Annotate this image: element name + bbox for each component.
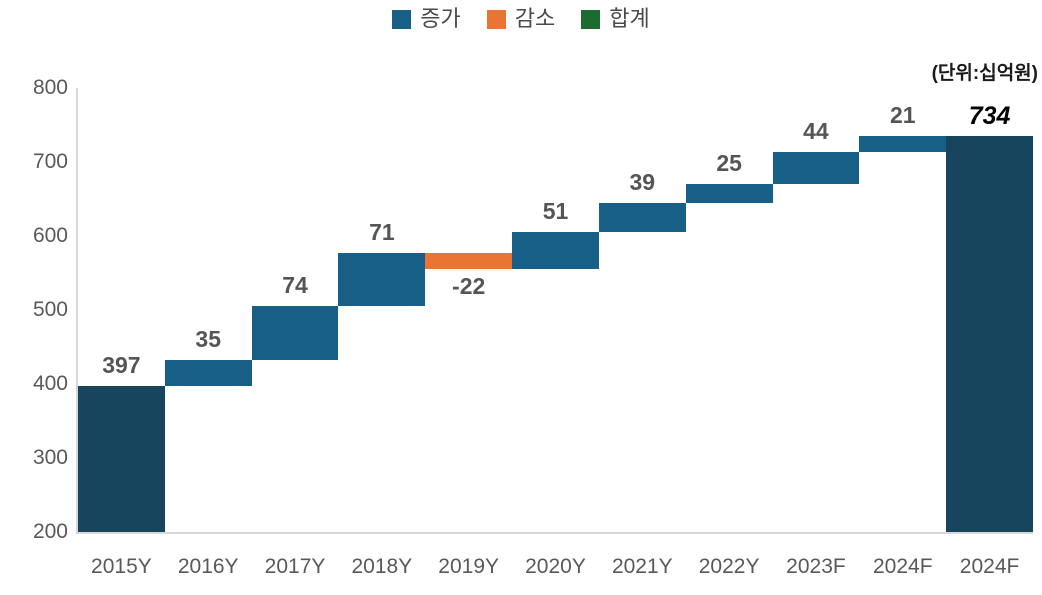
y-tick-label: 300 [32,446,68,469]
bar-data-label: 25 [716,150,742,177]
legend-swatch-increase [392,9,412,29]
legend-label-increase: 증가 [420,6,461,31]
bar-data-label: 397 [102,352,141,379]
bar-total[interactable] [78,386,165,532]
legend-label-total: 합계 [609,6,650,31]
bar-increase[interactable] [772,151,860,185]
legend-item-total[interactable]: 합계 [581,6,650,31]
y-tick-label: 500 [32,298,68,321]
bar-increase[interactable] [251,305,339,361]
bar-increase[interactable] [859,136,947,152]
bar-increase[interactable] [598,202,686,232]
x-axis-line [76,532,1033,534]
x-tick-label: 2018Y [351,555,413,578]
bar-data-label: 35 [195,326,222,353]
x-tick-label: 2023F [786,555,846,578]
x-tick-label: 2019Y [438,555,500,578]
x-tick-label: 2024F [872,555,933,578]
x-tick-label: 2024F [959,555,1020,578]
y-tick-label: 400 [32,372,68,395]
y-tick-label: 700 [32,150,68,173]
unit-note: (단위:십억원) [931,63,1038,84]
x-tick-label: 2020Y [525,555,586,578]
chart-legend: 증가 감소 합계 [0,8,1042,30]
bar-increase[interactable] [685,184,773,203]
legend-swatch-decrease [486,9,506,29]
x-tick-label: 2015Y [91,555,152,578]
x-tick-label: 2021Y [611,555,673,578]
bar-data-label: 74 [282,271,308,298]
x-tick-label: 2017Y [264,555,326,578]
bar-increase[interactable] [512,231,599,270]
bar-total[interactable] [946,136,1033,532]
x-tick-label: 2022Y [698,555,760,578]
legend-label-decrease: 감소 [514,6,556,31]
legend-item-increase[interactable]: 증가 [392,6,461,31]
bar-increase[interactable] [164,360,252,387]
bar-data-label: 51 [542,197,569,224]
legend-item-decrease[interactable]: 감소 [486,6,556,31]
x-tick-label: 2016Y [177,555,239,578]
bar-increase[interactable] [338,253,426,306]
bar-data-label: 39 [629,168,656,195]
y-tick-label: 600 [32,224,68,247]
bar-data-label: 21 [889,102,916,129]
y-axis-line [76,88,78,534]
bar-data-label: 44 [803,117,829,144]
bar-data-label: 71 [369,219,395,246]
bar-data-label: 734 [968,102,1011,131]
legend-swatch-total [581,9,601,29]
bar-data-label: -22 [452,273,486,300]
y-tick-label: 200 [32,520,68,543]
y-tick-label: 800 [32,76,68,99]
bar-decrease[interactable] [425,253,513,270]
